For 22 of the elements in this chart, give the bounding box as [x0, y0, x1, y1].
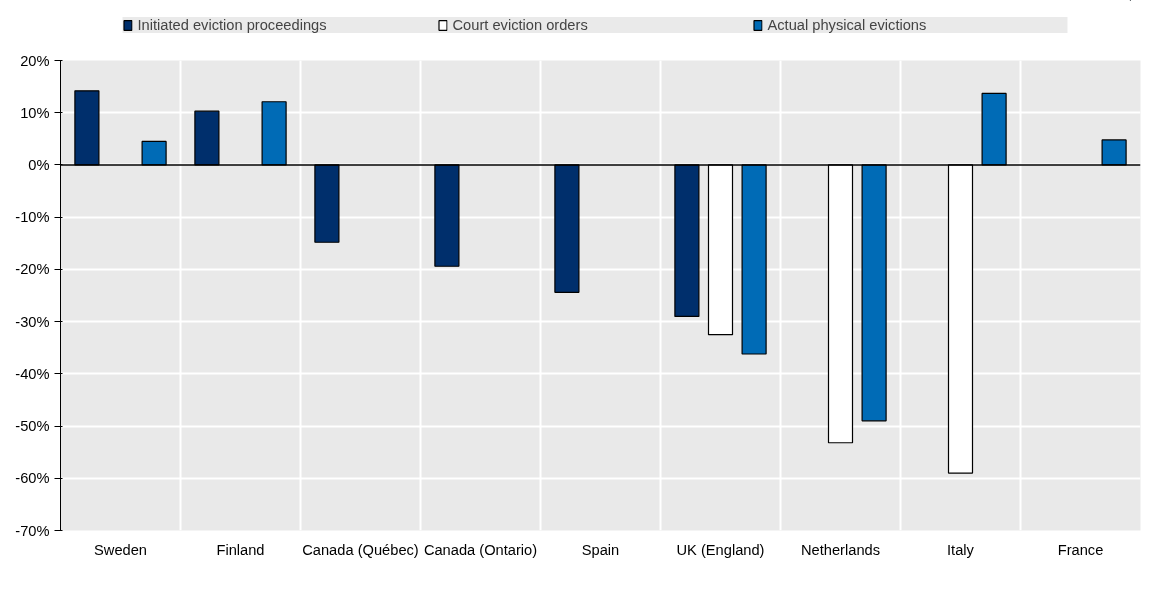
legend-label: Initiated eviction proceedings: [137, 17, 328, 33]
x-tick-label: Canada (Québec): [302, 541, 419, 558]
x-tick-label: Netherlands: [800, 541, 881, 558]
x-tick-label: Canada (Ontario): [423, 541, 538, 558]
y-tick-label: 10%: [20, 104, 50, 121]
y-tick-label: -30%: [15, 313, 50, 330]
y-tick-label: -70%: [15, 522, 50, 539]
x-tick-label: UK (England): [676, 541, 765, 558]
y-tick-label: -50%: [15, 418, 50, 435]
y-tick-label: -60%: [15, 470, 50, 487]
y-tick-label: -10%: [15, 209, 50, 226]
y-tick-label: -40%: [15, 365, 50, 382]
x-tick-label: Italy: [947, 541, 975, 558]
legend-label: Court eviction orders: [452, 17, 589, 33]
x-tick-label: Finland: [216, 541, 265, 558]
x-tick-label: France: [1057, 541, 1104, 558]
x-tick-label: Sweden: [94, 541, 147, 558]
y-tick-label: -20%: [15, 261, 50, 278]
y-tick-label: 20%: [20, 52, 50, 69]
x-tick-label: Spain: [581, 541, 620, 558]
legend-label: Actual physical evictions: [767, 17, 928, 33]
y-tick-label: 0%: [28, 156, 50, 173]
